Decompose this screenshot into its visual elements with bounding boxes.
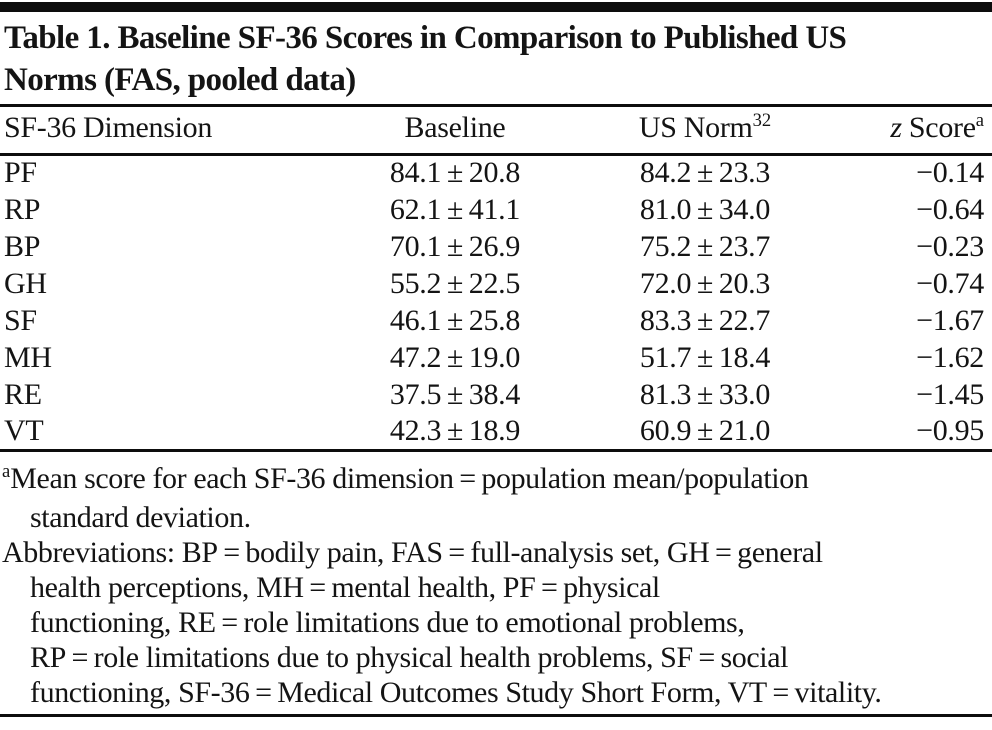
footnote-line: functioning, RE = role limitations due t… (0, 605, 992, 640)
footnote-line: functioning, SF-36 = Medical Outcomes St… (0, 675, 992, 710)
cell-us-norm: 81.0 ± 34.0 (639, 192, 771, 226)
table-header-row: SF-36 Dimension Baseline US Norm32 z Sco… (0, 107, 992, 156)
cell-baseline: 62.1 ± 41.1 (389, 192, 521, 226)
cell-z-score: −1.67 (916, 303, 984, 337)
bottom-rule (0, 713, 992, 717)
cell-baseline: 70.1 ± 26.9 (389, 229, 521, 263)
cell-us-norm: 72.0 ± 20.3 (639, 266, 771, 300)
rule-under-title (0, 104, 992, 107)
z-score-footnote-superscript: a (975, 110, 984, 132)
footnote-text: RP = role limitations due to physical he… (30, 640, 789, 674)
footnote-line: Abbreviations: BP = bodily pain, FAS = f… (0, 535, 992, 570)
cell-baseline: 46.1 ± 25.8 (389, 303, 521, 337)
cell-z-score: −0.74 (916, 266, 984, 300)
cell-us-norm: 51.7 ± 18.4 (639, 340, 771, 374)
cell-dimension: RP (4, 192, 41, 226)
cell-us-norm: 75.2 ± 23.7 (639, 229, 771, 263)
footnote-text: standard deviation. (30, 500, 251, 534)
footnote-line: health perceptions, MH = mental health, … (0, 570, 992, 605)
footnote-text: health perceptions, MH = mental health, … (30, 570, 660, 604)
cell-z-score: −1.62 (916, 340, 984, 374)
table-footnotes: aMean score for each SF-36 dimension = p… (0, 461, 992, 710)
cell-dimension: BP (4, 229, 41, 263)
z-label: z (890, 110, 902, 144)
footnote-text: Abbreviations: BP = bodily pain, FAS = f… (2, 535, 823, 569)
cell-us-norm: 83.3 ± 22.7 (639, 303, 771, 337)
footnote-marker: a (2, 461, 11, 483)
cell-baseline: 55.2 ± 22.5 (389, 266, 521, 300)
table-title-line2: Norms (FAS, pooled data) (4, 62, 356, 98)
table-row: RE 37.5 ± 38.4 81.3 ± 33.0 −1.45 (0, 376, 992, 413)
table-row: RP 62.1 ± 41.1 81.0 ± 34.0 −0.64 (0, 191, 992, 228)
cell-z-score: −0.14 (916, 156, 984, 190)
col-header-us-norm: US Norm32 (580, 107, 830, 156)
col-header-baseline: Baseline (330, 107, 580, 156)
us-norm-reference-superscript: 32 (752, 110, 772, 132)
cell-dimension: SF (4, 303, 37, 337)
cell-z-score: −0.95 (830, 413, 992, 452)
cell-dimension: RE (4, 377, 42, 411)
cell-us-norm: 84.2 ± 23.3 (639, 156, 771, 190)
cell-baseline: 42.3 ± 18.9 (330, 413, 580, 452)
cell-baseline: 84.1 ± 20.8 (389, 156, 521, 190)
footnote-line: RP = role limitations due to physical he… (0, 640, 992, 675)
cell-z-score: −1.45 (916, 377, 984, 411)
table-row: VT 42.3 ± 18.9 60.9 ± 21.0 −0.95 (0, 413, 992, 452)
footnote-line: aMean score for each SF-36 dimension = p… (0, 461, 992, 500)
cell-baseline: 47.2 ± 19.0 (389, 340, 521, 374)
cell-dimension: GH (4, 266, 47, 300)
cell-us-norm: 81.3 ± 33.0 (639, 377, 771, 411)
score-label: Score (901, 110, 976, 144)
cell-baseline: 37.5 ± 38.4 (389, 377, 521, 411)
us-norm-label: US Norm (638, 110, 753, 144)
footnote-line: standard deviation. (0, 500, 992, 535)
table-row: BP 70.1 ± 26.9 75.2 ± 23.7 −0.23 (0, 228, 992, 265)
cell-dimension: VT (0, 413, 330, 452)
cell-z-score: −0.64 (916, 192, 984, 226)
footnote-text: Mean score for each SF-36 dimension = po… (10, 461, 809, 495)
table-row: MH 47.2 ± 19.0 51.7 ± 18.4 −1.62 (0, 339, 992, 376)
footnote-text: functioning, SF-36 = Medical Outcomes St… (30, 675, 882, 709)
footnote-text: functioning, RE = role limitations due t… (30, 605, 745, 639)
table-title: Table 1. Baseline SF-36 Scores in Compar… (4, 17, 992, 101)
table-row: PF 84.1 ± 20.8 84.2 ± 23.3 −0.14 (0, 154, 992, 191)
top-thick-rule (0, 2, 992, 12)
cell-us-norm: 60.9 ± 21.0 (580, 413, 830, 452)
table-row: SF 46.1 ± 25.8 83.3 ± 22.7 −1.67 (0, 302, 992, 339)
col-header-z-score: z Scorea (830, 107, 992, 156)
col-header-dimension: SF-36 Dimension (0, 107, 330, 156)
sf36-scores-table: SF-36 Dimension Baseline US Norm32 z Sco… (0, 107, 992, 452)
cell-dimension: PF (4, 156, 37, 190)
cell-dimension: MH (4, 340, 52, 374)
table-row: GH 55.2 ± 22.5 72.0 ± 20.3 −0.74 (0, 265, 992, 302)
cell-z-score: −0.23 (916, 229, 984, 263)
table-title-line1: Table 1. Baseline SF-36 Scores in Compar… (4, 20, 847, 56)
